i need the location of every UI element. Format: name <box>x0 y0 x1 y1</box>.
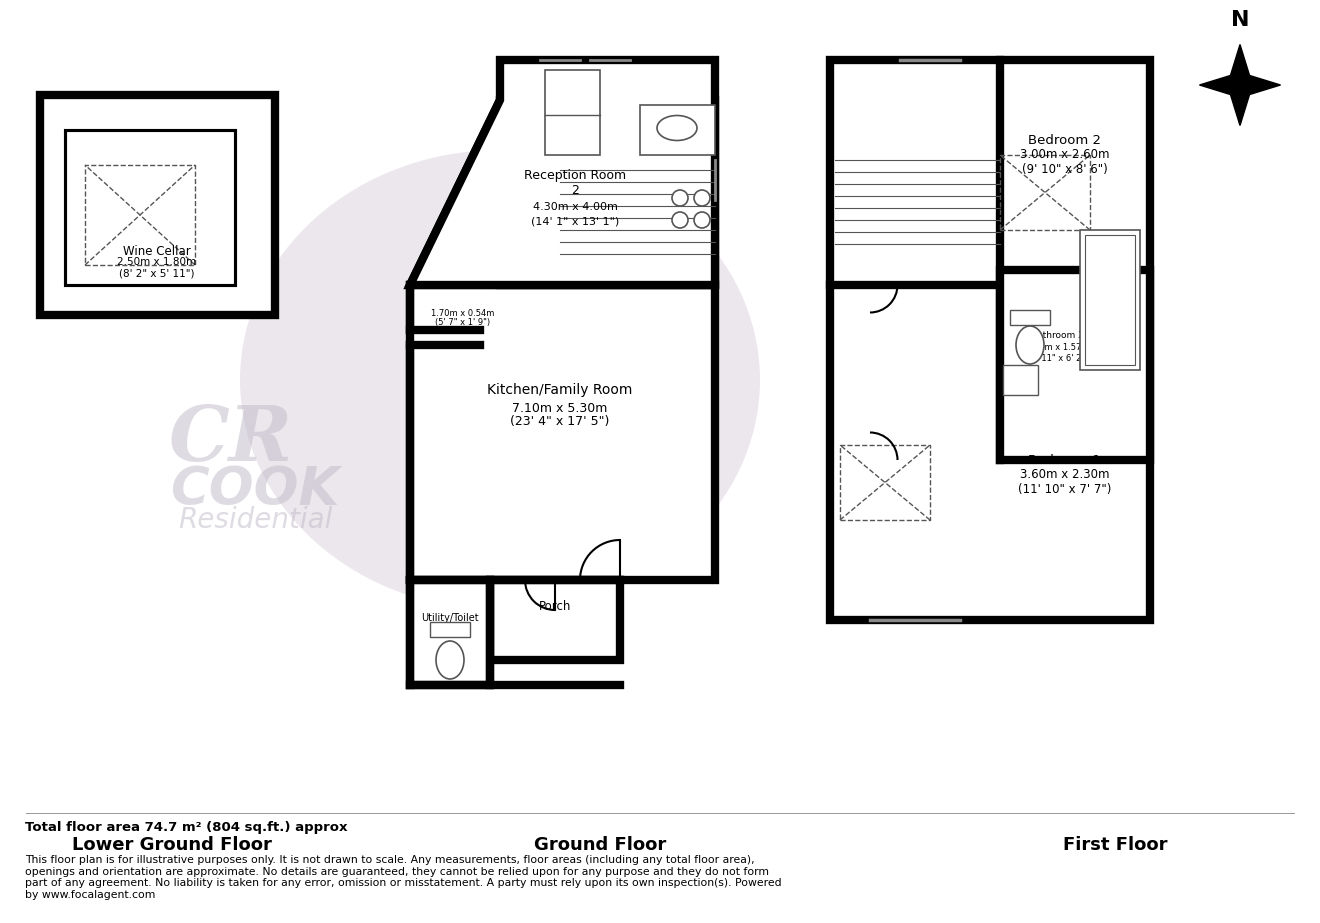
Text: Ground Floor: Ground Floor <box>535 835 667 854</box>
Polygon shape <box>1200 44 1280 126</box>
Bar <box>640 105 715 155</box>
Text: 2: 2 <box>572 184 579 197</box>
Text: Lower Ground Floor: Lower Ground Floor <box>71 835 272 854</box>
Ellipse shape <box>240 150 760 610</box>
Bar <box>1080 230 1140 370</box>
Text: Reception Room: Reception Room <box>524 169 626 182</box>
Text: (14' 1" x 13' 1"): (14' 1" x 13' 1") <box>531 216 619 226</box>
Circle shape <box>672 190 688 206</box>
Bar <box>1010 310 1049 325</box>
Text: Wine Cellar: Wine Cellar <box>123 245 191 258</box>
Text: First Floor: First Floor <box>1063 835 1168 854</box>
Text: (11' 10" x 7' 7"): (11' 10" x 7' 7") <box>1018 483 1111 496</box>
Text: Bedroom 2: Bedroom 2 <box>1028 134 1101 147</box>
Text: Total floor area 74.7 m² (804 sq.ft.) approx: Total floor area 74.7 m² (804 sq.ft.) ap… <box>25 821 347 834</box>
Bar <box>1085 235 1135 365</box>
Text: 3.60m x 2.30m: 3.60m x 2.30m <box>1020 469 1110 482</box>
Bar <box>1003 365 1038 395</box>
Bar <box>411 285 715 580</box>
Bar <box>545 70 601 155</box>
Text: (5' 7" x 1' 9"): (5' 7" x 1' 9") <box>436 318 491 328</box>
Circle shape <box>694 190 710 206</box>
Bar <box>40 95 275 315</box>
Text: 1.70m x 0.54m: 1.70m x 0.54m <box>432 308 495 318</box>
Ellipse shape <box>1016 326 1044 364</box>
Bar <box>65 130 235 285</box>
Text: This floor plan is for illustrative purposes only. It is not drawn to scale. Any: This floor plan is for illustrative purp… <box>25 855 781 900</box>
Text: FOR ILLUSTRATION: FOR ILLUSTRATION <box>449 381 632 401</box>
Text: 4.30m x 4.00m: 4.30m x 4.00m <box>532 202 618 212</box>
Text: Bedroom 1: Bedroom 1 <box>1028 453 1101 466</box>
Text: Bathroom X: Bathroom X <box>1031 330 1085 340</box>
Bar <box>490 580 620 660</box>
Text: 1.80m x 1.57m: 1.80m x 1.57m <box>1026 343 1090 353</box>
Ellipse shape <box>436 641 465 679</box>
Text: Utility/Toilet: Utility/Toilet <box>421 613 479 623</box>
Text: Residential: Residential <box>178 506 333 534</box>
Ellipse shape <box>657 115 697 140</box>
Text: (8' 2" x 5' 11"): (8' 2" x 5' 11") <box>119 268 195 278</box>
Bar <box>830 60 1150 620</box>
Text: Kitchen/Family Room: Kitchen/Family Room <box>487 383 632 397</box>
Text: HAS BEEN CREATED: HAS BEEN CREATED <box>442 354 638 373</box>
Text: (9' 10" x 8' 6"): (9' 10" x 8' 6") <box>1022 162 1107 175</box>
Text: Porch: Porch <box>539 601 572 614</box>
Polygon shape <box>411 60 715 285</box>
Circle shape <box>694 212 710 228</box>
Text: PURPOSES ONLY: PURPOSES ONLY <box>461 410 620 428</box>
Text: COOK: COOK <box>170 464 339 516</box>
Text: N: N <box>1230 10 1249 30</box>
Text: 2.50m x 1.80m: 2.50m x 1.80m <box>117 257 197 267</box>
Text: (5' 11" x 6' 2"): (5' 11" x 6' 2") <box>1028 354 1088 364</box>
Text: CR: CR <box>168 403 292 477</box>
Text: (23' 4" x 17' 5"): (23' 4" x 17' 5") <box>511 415 610 428</box>
Circle shape <box>672 212 688 228</box>
Bar <box>411 580 490 685</box>
Text: 3.00m x 2.60m: 3.00m x 2.60m <box>1020 149 1110 162</box>
Text: 7.10m x 5.30m: 7.10m x 5.30m <box>512 402 607 414</box>
Bar <box>1001 270 1150 460</box>
Bar <box>500 100 715 285</box>
Bar <box>430 622 470 637</box>
Text: THIS FLOOR PLAN: THIS FLOOR PLAN <box>453 326 627 344</box>
